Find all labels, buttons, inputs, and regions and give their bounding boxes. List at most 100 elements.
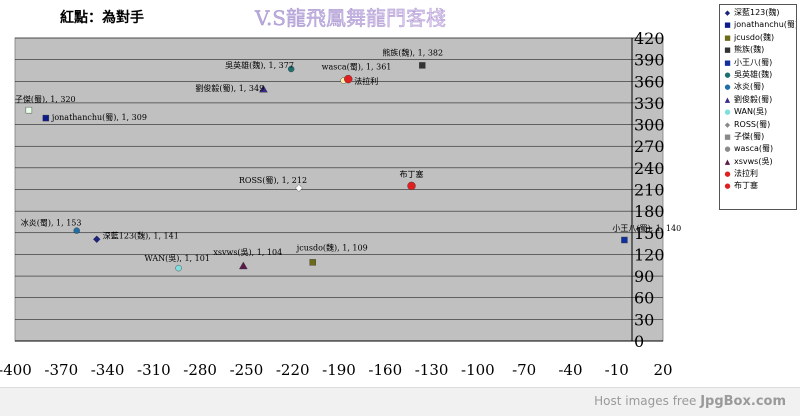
- y-tick-label: 30: [634, 310, 654, 329]
- data-label: 布丁塞: [400, 169, 424, 179]
- data-label: 劉俊毅(蜀), 1, 349: [195, 83, 264, 93]
- y-tick-labels: 0 30 60 90 120 150 180 210 240 270 300 330 360 390 420: [634, 29, 665, 351]
- data-label: ROSS(蜀), 1, 212: [239, 176, 307, 185]
- legend-item: ▲ xsvws(吳): [720, 156, 796, 168]
- legend-item: ● wasca(蜀): [720, 143, 796, 155]
- legend-marker-icon: ●: [724, 182, 731, 191]
- data-label: jcusdo(魏), 1, 109: [296, 242, 368, 252]
- data-point: [295, 184, 303, 192]
- legend-marker-icon: ▲: [724, 95, 731, 104]
- data-label: 子傑(蜀), 1, 320: [15, 94, 76, 104]
- y-tick-label: 150: [634, 224, 665, 243]
- legend-label: 子傑(蜀): [734, 131, 765, 141]
- legend-marker-icon: ◆: [724, 9, 731, 17]
- data-point: [309, 259, 316, 266]
- legend-label: 劉俊毅(蜀): [734, 94, 773, 104]
- y-tick-label: 330: [634, 94, 665, 113]
- legend-marker-icon: ■: [724, 33, 731, 42]
- x-tick-label: -160: [368, 361, 402, 379]
- x-tick-label: -280: [183, 361, 217, 379]
- legend-marker-icon: ●: [724, 83, 731, 92]
- y-tick-label: 390: [634, 51, 665, 70]
- y-tick-label: 420: [634, 29, 665, 48]
- data-labels: 深藍123(魏), 1, 141 jonathanchu(蜀), 1, 309 jc…: [15, 47, 681, 263]
- data-label: 法拉利: [354, 76, 378, 86]
- watermark-text: V.S龍飛鳳舞龍門客棧: [254, 6, 446, 30]
- legend-label: 深藍123(魏): [734, 8, 780, 17]
- legend-label: 冰炎(蜀): [734, 82, 765, 92]
- legend-item: ● WAN(吳): [720, 106, 796, 118]
- y-tick-label: 0: [634, 332, 644, 351]
- data-point: [621, 236, 628, 244]
- legend-item: ▲ 劉俊毅(蜀): [720, 94, 796, 106]
- y-tick-label: 270: [634, 137, 665, 156]
- x-tick-label: -100: [461, 361, 495, 379]
- data-point: [344, 74, 353, 84]
- data-label: 小王八(蜀), 1, 140: [612, 224, 681, 233]
- y-tick-label: 60: [634, 289, 654, 308]
- data-points: [25, 62, 628, 272]
- x-tick-label: -250: [230, 361, 264, 379]
- x-tick-labels: -400 -370 -340 -310 -280 -250 -220 -190 -160 -130…: [0, 361, 673, 379]
- chart-title: 紅點：為對手: [60, 9, 144, 26]
- footer-prefix: Host images free: [594, 394, 697, 408]
- x-tick-label: 20: [653, 361, 672, 379]
- x-tick-label: -370: [44, 361, 78, 379]
- legend-item: ■ 子傑(蜀): [720, 131, 796, 143]
- legend-item: ● 布丁塞: [720, 180, 796, 192]
- legend-item: ◆ 深藍123(魏): [720, 7, 796, 19]
- legend-marker-icon: ●: [724, 70, 731, 79]
- y-tick-label: 360: [634, 72, 665, 91]
- legend-marker-icon: ◆: [724, 120, 731, 129]
- legend-label: ROSS(蜀): [734, 119, 771, 129]
- legend-item: ◆ ROSS(蜀): [720, 119, 796, 131]
- data-label: WAN(吳), 1, 101: [145, 254, 210, 263]
- legend-marker-icon: ●: [724, 108, 731, 117]
- data-label: 深藍123(魏), 1, 141: [103, 230, 179, 240]
- y-tick-label: 300: [634, 116, 665, 135]
- legend-item: ● 法拉利: [720, 168, 796, 180]
- legend-label: jcusdo(魏): [734, 32, 775, 42]
- footer-bar: Host images free JpgBox.com: [0, 387, 800, 416]
- chart-legend: ◆ 深藍123(魏) ■ jonathanchu(蜀) ■ jcusdo(魏) ■ 熊族(魏)…: [719, 4, 797, 210]
- legend-label: wasca(蜀): [734, 144, 774, 154]
- legend-item: ■ 熊族(魏): [720, 44, 796, 56]
- x-tick-label: -190: [322, 361, 356, 379]
- legend-label: 吳英雄(魏): [734, 69, 773, 79]
- data-point: [419, 62, 426, 69]
- legend-label: 熊族(魏): [734, 45, 765, 55]
- data-point: [238, 261, 248, 270]
- footer-credit: Host images free JpgBox.com: [594, 394, 786, 409]
- legend-marker-icon: ●: [724, 145, 731, 154]
- legend-item: ■ 小王八(蜀): [720, 57, 796, 69]
- legend-marker-icon: ●: [724, 170, 731, 179]
- legend-marker-icon: ▲: [724, 157, 731, 166]
- legend-label: 布丁塞: [734, 181, 758, 191]
- data-label: xsvws(吳), 1, 104: [213, 248, 282, 257]
- y-tick-label: 240: [634, 159, 665, 178]
- legend-label: 小王八(蜀): [734, 57, 773, 67]
- data-label: wasca(蜀), 1, 361: [322, 63, 392, 72]
- data-point: [287, 65, 295, 73]
- legend-label: 法拉利: [734, 169, 758, 179]
- y-tick-label: 90: [634, 267, 654, 286]
- data-label: 熊族(魏), 1, 382: [382, 47, 443, 57]
- legend-marker-icon: ■: [724, 21, 731, 30]
- x-tick-label: -70: [512, 361, 536, 379]
- legend-marker-icon: ■: [724, 46, 731, 55]
- legend-label: WAN(吳): [734, 107, 768, 117]
- y-tick-label: 210: [634, 181, 665, 200]
- legend-item: ■ jonathanchu(蜀): [720, 19, 796, 31]
- footer-brand[interactable]: JpgBox.com: [700, 394, 786, 409]
- x-tick-label: -130: [415, 361, 449, 379]
- data-point: [92, 235, 101, 244]
- data-label: 吳英雄(魏), 1, 377: [225, 60, 294, 70]
- legend-label: xsvws(吳): [734, 156, 773, 166]
- data-point: [73, 227, 80, 234]
- data-point: [259, 84, 268, 93]
- data-point: [175, 264, 182, 272]
- legend-item: ■ jcusdo(魏): [720, 32, 796, 44]
- legend-item: ● 冰炎(蜀): [720, 81, 796, 93]
- data-point: [25, 106, 33, 114]
